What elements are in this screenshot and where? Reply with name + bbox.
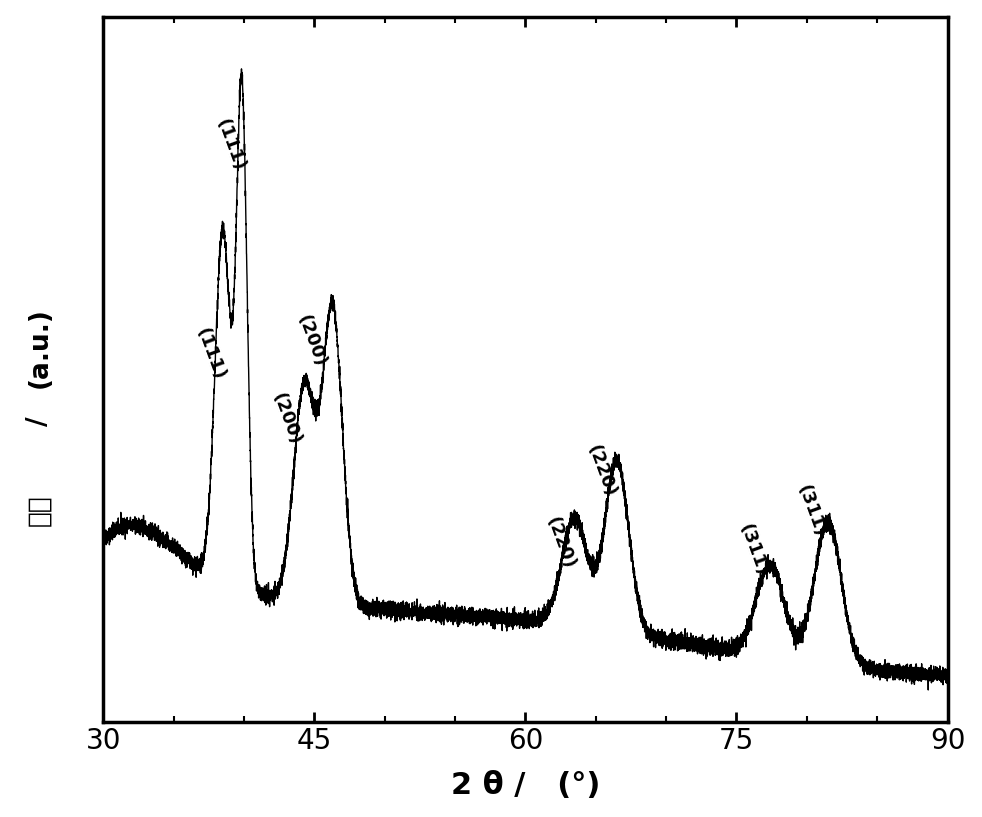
Text: (220): (220) xyxy=(543,515,578,572)
Text: (311): (311) xyxy=(736,521,771,578)
Text: (200): (200) xyxy=(294,312,329,369)
Text: (311): (311) xyxy=(793,482,829,539)
Text: (111): (111) xyxy=(212,117,247,173)
Text: /: / xyxy=(27,416,52,426)
Text: (220): (220) xyxy=(583,443,619,500)
Text: (200): (200) xyxy=(268,391,303,448)
Text: 强度: 强度 xyxy=(27,495,52,526)
Text: (111): (111) xyxy=(192,325,228,382)
X-axis label: 2 θ /   (°): 2 θ / (°) xyxy=(451,771,600,801)
Text: (a.u.): (a.u.) xyxy=(27,307,52,387)
